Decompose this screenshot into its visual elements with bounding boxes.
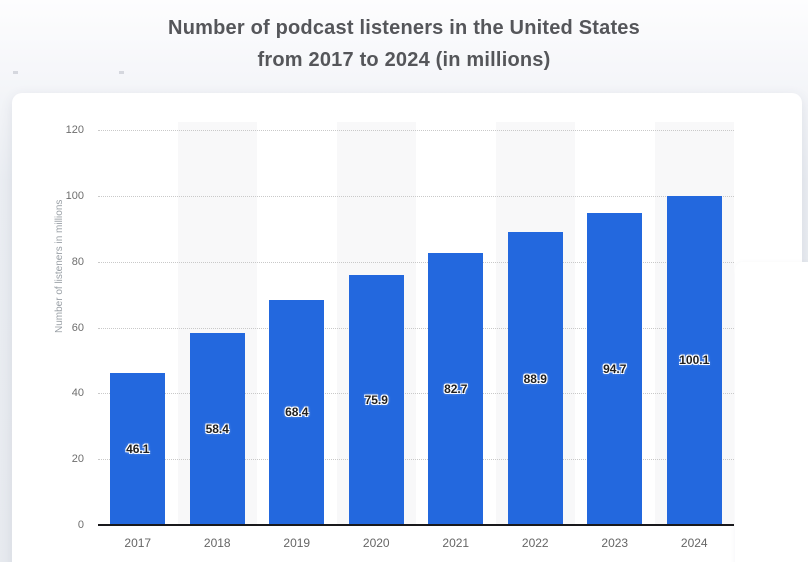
bar-2022[interactable]: [507, 232, 563, 525]
bar-2021[interactable]: [428, 252, 484, 525]
chart-card: Number of listeners in millions 0 20 40 60 8…: [12, 93, 808, 562]
bar-value-label-2020: 75.9: [364, 393, 388, 408]
bar-2023[interactable]: [587, 213, 643, 525]
x-axis-line: [98, 524, 734, 526]
chart-title-line-2: from 2017 to 2024 (in millions): [257, 49, 551, 71]
gridline-y-20: [98, 459, 734, 461]
x-tick-label-2024: 2024: [680, 536, 708, 550]
y-tick-label-0: 0: [77, 519, 84, 531]
bar-2024[interactable]: [666, 195, 722, 525]
x-tick-label-2017: 2017: [124, 536, 152, 550]
bar-value-label-2019: 68.4: [285, 405, 309, 420]
x-tick-label-2022: 2022: [521, 536, 549, 550]
gridline-y-120: [98, 130, 734, 131]
gridline-y-40: [98, 393, 734, 395]
y-tick-label-60: 60: [71, 321, 84, 334]
y-tick-label-120: 120: [65, 124, 84, 136]
bar-2018[interactable]: [189, 332, 245, 525]
y-tick-label-100: 100: [65, 189, 84, 202]
overlay-panel: [735, 262, 808, 562]
chart-title: Number of podcast listeners in the Unite…: [0, 12, 808, 76]
bar-value-label-2021: 82.7: [444, 381, 468, 396]
bar-value-label-2017: 46.1: [126, 442, 150, 457]
chart-title-line-1: Number of podcast listeners in the Unite…: [168, 17, 640, 39]
bar-2019[interactable]: [269, 299, 325, 525]
bar-value-label-2023: 94.7: [603, 362, 627, 377]
bar-chart-plot-area: 0 20 40 60 80 100 120 46.1 2017 58.4 2018 68.4 2019 7…: [66, 122, 734, 550]
bar-2020[interactable]: [348, 275, 404, 525]
y-tick-label-80: 80: [71, 255, 84, 268]
page-artifact-dash: [13, 71, 18, 74]
bar-value-label-2018: 58.4: [205, 421, 229, 436]
gridline-y-100: [98, 195, 734, 197]
bar-value-label-2024: 100.1: [679, 353, 710, 368]
bar-value-label-2022: 88.9: [523, 371, 547, 386]
y-tick-label-20: 20: [71, 453, 84, 466]
bar-2017[interactable]: [110, 373, 166, 525]
y-tick-label-40: 40: [71, 387, 84, 400]
x-tick-label-2020: 2020: [362, 536, 390, 550]
x-tick-label-2019: 2019: [283, 536, 311, 550]
gridline-y-60: [98, 327, 734, 329]
page-artifact-dash: [119, 71, 124, 74]
x-tick-label-2021: 2021: [442, 536, 470, 550]
gridline-y-80: [98, 261, 734, 263]
x-tick-label-2018: 2018: [203, 536, 231, 550]
x-tick-label-2023: 2023: [601, 536, 629, 550]
